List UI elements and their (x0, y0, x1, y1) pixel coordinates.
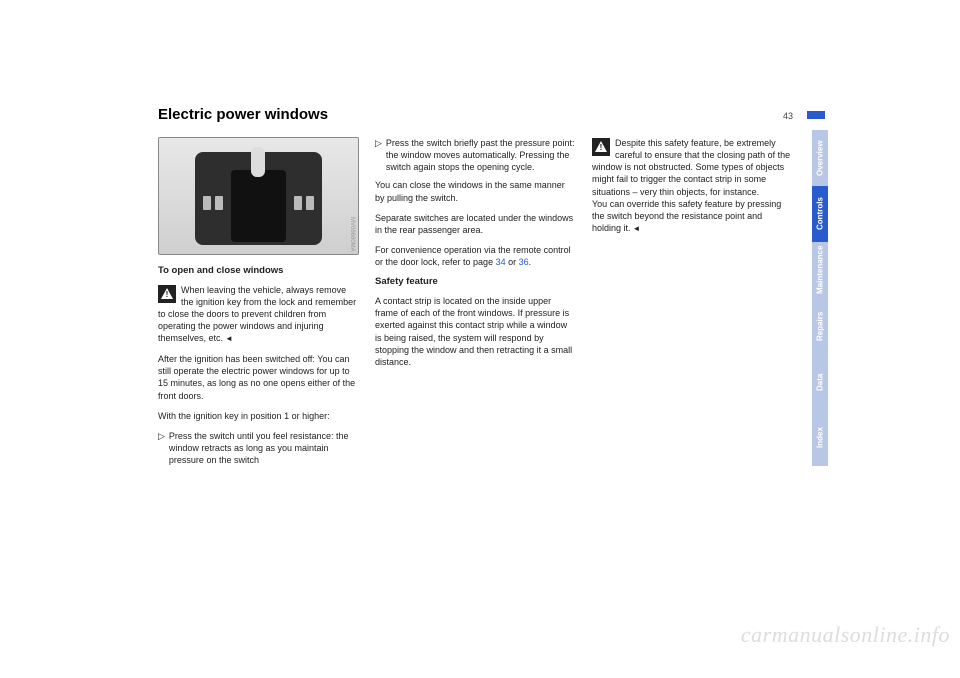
text: or (506, 257, 519, 267)
warning-text-a: Despite this safety feature, be extremel… (592, 138, 790, 197)
column-3: Despite this safety feature, be extremel… (592, 137, 793, 472)
bullet-marker: ▷ (158, 430, 165, 466)
center-console-figure: MV08680MA (158, 137, 359, 255)
bullet-text: Press the switch until you feel resistan… (169, 430, 359, 466)
shift-boot-shape (231, 170, 287, 242)
page-number-marker (807, 111, 825, 119)
subhead-safety: Safety feature (375, 276, 576, 289)
warning-text-b: You can override this safety feature by … (592, 199, 781, 233)
figure-label: MV08680MA (348, 217, 356, 252)
paragraph-with-links: For convenience operation via the remote… (375, 244, 576, 268)
text: For convenience operation via the remote… (375, 245, 571, 267)
shift-knob-shape (251, 147, 265, 177)
warning-paragraph: Despite this safety feature, be extremel… (592, 137, 793, 235)
paragraph: After the ignition has been switched off… (158, 353, 359, 402)
window-switch-shape (306, 196, 314, 210)
paragraph: You can close the windows in the same ma… (375, 179, 576, 203)
page-content: Electric power windows 43 MV08680MA To o… (158, 106, 793, 472)
bullet-marker: ▷ (375, 137, 382, 173)
paragraph: Separate switches are located under the … (375, 212, 576, 236)
window-switch-shape (203, 196, 211, 210)
text: . (529, 257, 532, 267)
page-link-36[interactable]: 36 (519, 257, 529, 267)
warning-icon (592, 138, 610, 156)
tab-index[interactable]: Index (812, 410, 828, 466)
warning-text: When leaving the vehicle, always remove … (158, 285, 356, 344)
watermark: carmanualsonline.info (741, 622, 950, 648)
page-number: 43 (783, 111, 793, 121)
window-switch-shape (294, 196, 302, 210)
header-row: Electric power windows 43 (158, 106, 793, 123)
tab-repairs[interactable]: Repairs (812, 298, 828, 354)
warning-icon (158, 285, 176, 303)
page-title: Electric power windows (158, 106, 328, 123)
column-2: ▷ Press the switch briefly past the pres… (375, 137, 576, 472)
side-tabs: Overview Controls Maintenance Repairs Da… (812, 130, 828, 466)
tab-data[interactable]: Data (812, 354, 828, 410)
bullet-item: ▷ Press the switch until you feel resist… (158, 430, 359, 466)
bullet-text: Press the switch briefly past the pressu… (386, 137, 576, 173)
bullet-item: ▷ Press the switch briefly past the pres… (375, 137, 576, 173)
columns-container: MV08680MA To open and close windows When… (158, 137, 793, 472)
tab-controls[interactable]: Controls (812, 186, 828, 242)
window-switch-shape (215, 196, 223, 210)
paragraph: A contact strip is located on the inside… (375, 295, 576, 368)
warning-paragraph: When leaving the vehicle, always remove … (158, 284, 359, 345)
paragraph: With the ignition key in position 1 or h… (158, 410, 359, 422)
column-1: MV08680MA To open and close windows When… (158, 137, 359, 472)
page-link-34[interactable]: 34 (496, 257, 506, 267)
subhead-open-close: To open and close windows (158, 265, 359, 278)
tab-maintenance[interactable]: Maintenance (812, 242, 828, 298)
tab-overview[interactable]: Overview (812, 130, 828, 186)
